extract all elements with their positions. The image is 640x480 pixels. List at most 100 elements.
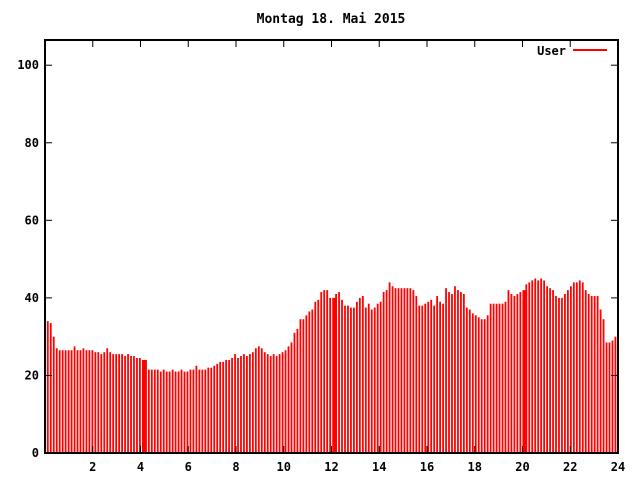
user-bar <box>513 295 516 453</box>
user-bar <box>269 356 272 453</box>
user-bar <box>567 290 569 453</box>
user-bar <box>578 280 581 453</box>
user-bar <box>293 332 296 453</box>
user-bar <box>528 282 531 453</box>
user-bar <box>115 354 118 453</box>
user-bar <box>376 303 379 453</box>
user-bar <box>144 359 147 453</box>
user-bar <box>522 290 528 453</box>
user-bar <box>168 371 171 453</box>
user-bar <box>433 305 436 453</box>
user-bar <box>165 371 168 453</box>
user-bar <box>409 288 412 453</box>
user-bar <box>403 288 406 453</box>
user-bar <box>480 319 483 453</box>
x-tick-label: 24 <box>611 460 625 474</box>
user-bar <box>421 305 424 453</box>
user-bar <box>471 313 474 453</box>
user-bar <box>237 357 239 453</box>
user-bar <box>278 354 281 453</box>
user-bar <box>254 348 257 453</box>
user-bar <box>287 346 290 453</box>
user-bar <box>150 369 153 453</box>
user-bar <box>317 299 320 453</box>
user-bar <box>451 294 453 453</box>
user-bar <box>103 352 106 453</box>
user-bar <box>97 352 100 453</box>
user-bar <box>147 369 150 453</box>
user-bar <box>204 369 207 453</box>
x-tick-label: 18 <box>468 460 482 474</box>
x-tick-label: 4 <box>137 460 144 474</box>
user-bar <box>284 350 287 453</box>
user-bar <box>266 354 269 453</box>
user-bar <box>561 297 563 453</box>
user-bar <box>180 369 183 453</box>
user-bar <box>251 352 254 453</box>
user-bar <box>504 301 507 453</box>
user-bar <box>332 297 337 453</box>
user-bar <box>537 280 540 453</box>
user-bar <box>82 348 85 453</box>
user-bar <box>596 295 599 453</box>
user-bar <box>207 367 210 453</box>
user-bar <box>531 280 534 453</box>
y-tick-label: 60 <box>25 213 39 227</box>
user-bar <box>549 288 551 453</box>
user-bar <box>394 288 397 453</box>
user-bar <box>353 307 355 453</box>
user-bar <box>52 336 55 453</box>
user-bar <box>260 348 263 453</box>
user-bar <box>91 350 94 453</box>
user-bar <box>584 290 587 453</box>
user-bar <box>602 319 605 453</box>
user-bar <box>67 350 70 453</box>
user-bar <box>329 297 332 453</box>
user-bar <box>73 346 76 453</box>
user-bar <box>350 307 352 453</box>
user-bar <box>400 288 403 453</box>
user-bar <box>611 340 614 453</box>
user-bar <box>445 288 447 453</box>
user-bar <box>153 369 156 453</box>
user-bar <box>344 305 346 453</box>
user-bar <box>462 294 465 453</box>
user-bar <box>139 357 141 453</box>
user-bar <box>486 315 489 453</box>
user-bar <box>373 307 376 453</box>
user-bar <box>575 282 578 453</box>
user-bar <box>85 350 88 453</box>
user-bar <box>355 301 358 453</box>
x-tick-label: 6 <box>185 460 192 474</box>
user-bar <box>234 354 236 453</box>
user-bar <box>275 356 278 453</box>
user-bar <box>58 350 61 453</box>
user-bar <box>468 309 471 453</box>
user-bar <box>442 303 444 453</box>
user-bar <box>397 288 400 453</box>
user-bar <box>489 303 492 453</box>
user-bar <box>320 292 323 453</box>
user-bar <box>370 309 373 453</box>
user-bar <box>424 303 427 453</box>
user-bar <box>364 307 367 453</box>
user-bar <box>495 303 498 453</box>
user-bar <box>94 352 97 453</box>
user-bar <box>159 371 162 453</box>
user-bar <box>133 356 135 453</box>
user-bar <box>49 323 52 453</box>
user-bar <box>314 301 317 453</box>
user-bar <box>130 356 132 453</box>
user-bar <box>64 350 67 453</box>
x-tick-label: 2 <box>89 460 96 474</box>
user-bar <box>347 305 349 453</box>
user-bar <box>338 292 340 453</box>
user-bar <box>257 346 260 453</box>
user-bar <box>183 371 186 453</box>
user-bar <box>388 282 391 453</box>
user-bar <box>569 286 572 453</box>
user-bar <box>240 356 242 453</box>
user-bar <box>498 303 501 453</box>
